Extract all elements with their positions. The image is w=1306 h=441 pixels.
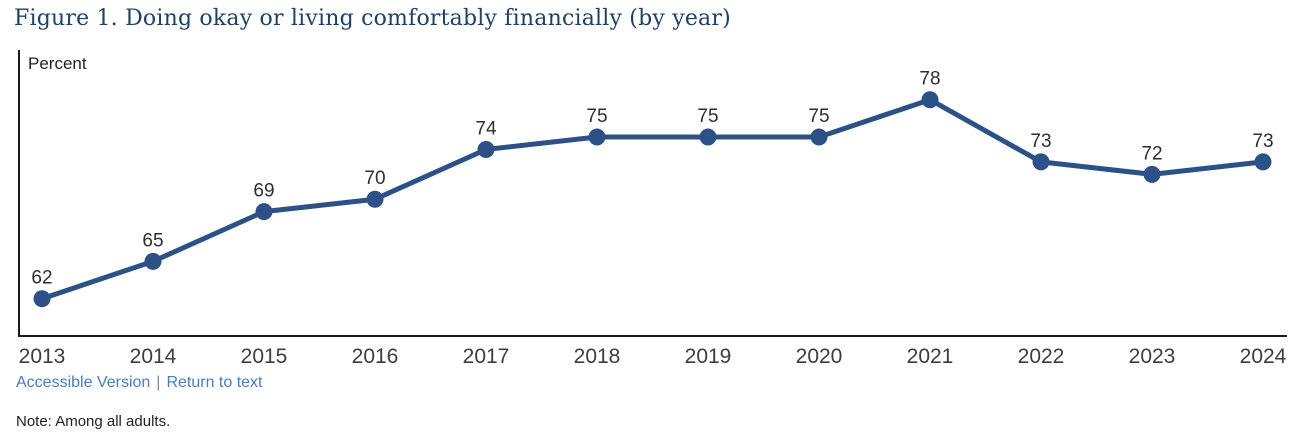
data-label-2013: 62	[31, 268, 52, 289]
data-point-2013	[33, 290, 51, 308]
data-point-2019	[699, 128, 717, 146]
accessible-version-link[interactable]: Accessible Version	[16, 374, 151, 391]
data-label-2023: 72	[1141, 143, 1162, 164]
series-line	[39, 97, 1266, 302]
x-tick-label-2020: 2020	[796, 345, 843, 368]
y-axis-unit-label: Percent	[28, 54, 87, 73]
data-point-2016	[366, 190, 384, 208]
figure-note: Note: Among all adults.	[16, 413, 171, 430]
x-tick-label-2013: 2013	[19, 345, 66, 368]
data-label-2021: 78	[919, 69, 940, 90]
data-label-2020: 75	[808, 106, 829, 127]
x-tick-label-2018: 2018	[574, 345, 621, 368]
x-tick-label-2022: 2022	[1018, 345, 1065, 368]
x-tick-label-2023: 2023	[1129, 345, 1176, 368]
return-to-text-link[interactable]: Return to text	[166, 374, 263, 391]
data-point-2023	[1143, 165, 1161, 183]
link-separator: |	[156, 374, 161, 391]
data-point-2017	[477, 140, 495, 158]
figure-links: Accessible Version | Return to text	[16, 374, 263, 392]
x-tick-label-2015: 2015	[241, 345, 288, 368]
data-label-2024: 73	[1252, 131, 1273, 152]
x-tick-label-2014: 2014	[130, 345, 177, 368]
data-point-2021	[921, 91, 939, 109]
data-label-2014: 65	[142, 230, 163, 251]
x-tick-label-2019: 2019	[685, 345, 732, 368]
data-point-2014	[144, 252, 162, 270]
x-tick-label-2016: 2016	[352, 345, 399, 368]
data-point-2020	[810, 128, 828, 146]
data-label-2018: 75	[586, 106, 607, 127]
data-label-2022: 73	[1030, 131, 1051, 152]
data-point-2024	[1254, 153, 1272, 171]
x-tick-label-2021: 2021	[907, 345, 954, 368]
x-tick-label-2017: 2017	[463, 345, 510, 368]
data-point-2018	[588, 128, 606, 146]
data-label-2016: 70	[364, 168, 385, 189]
data-label-2019: 75	[697, 106, 718, 127]
data-label-2017: 74	[475, 118, 497, 139]
x-tick-label-2024: 2024	[1240, 345, 1287, 368]
figure-title: Figure 1. Doing okay or living comfortab…	[14, 6, 731, 31]
data-point-2015	[255, 203, 273, 221]
data-label-2015: 69	[253, 181, 274, 202]
data-point-2022	[1032, 153, 1050, 171]
